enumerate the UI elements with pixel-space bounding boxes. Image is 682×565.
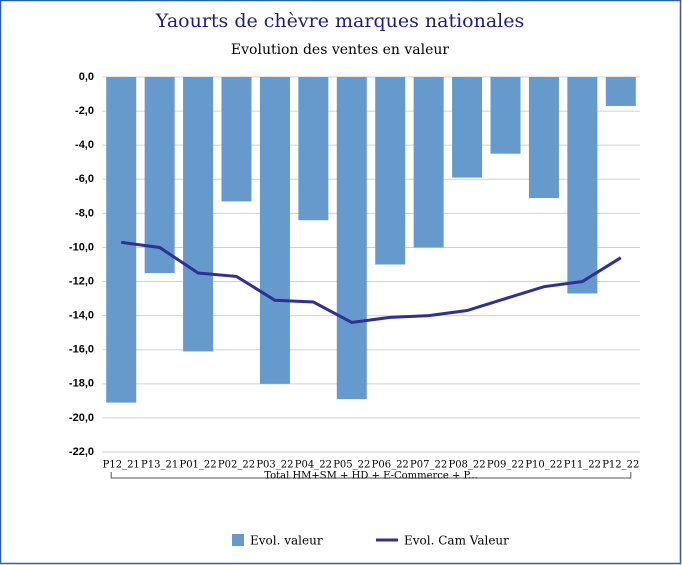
chart-subtitle: Evolution des ventes en valeur: [231, 42, 449, 58]
x-tick-label: P10_22: [525, 460, 562, 471]
x-tick-label: P04_22: [295, 460, 332, 471]
x-tick-label: P01_22: [179, 460, 216, 471]
y-tick-label: -10,0: [69, 241, 94, 253]
bar: [221, 77, 252, 202]
x-tick-label: P08_22: [448, 460, 485, 471]
bar: [375, 77, 406, 265]
legend-label: Evol. Cam Valeur: [404, 534, 509, 548]
y-tick-label: -12,0: [69, 275, 94, 287]
bar: [528, 77, 559, 199]
x-tick-label: P11_22: [564, 460, 601, 471]
x-tick-label: P09_22: [487, 460, 524, 471]
bar: [259, 77, 290, 384]
x-tick-label: P06_22: [372, 460, 409, 471]
y-tick-label: -20,0: [69, 412, 94, 424]
x-tick-label: P05_22: [333, 460, 370, 471]
y-tick-label: 0,0: [79, 71, 94, 83]
y-tick-label: -16,0: [69, 344, 94, 356]
bar: [413, 77, 444, 248]
x-tick-label: P13_21: [141, 460, 178, 471]
y-tick-label: -6,0: [75, 173, 94, 185]
x-tick-label: P12_21: [103, 460, 140, 471]
bar: [106, 77, 137, 403]
bar: [183, 77, 214, 352]
y-tick-label: -4,0: [75, 139, 94, 151]
bar: [336, 77, 367, 400]
bar: [298, 77, 329, 221]
legend-label: Evol. valeur: [250, 534, 323, 548]
bar: [567, 77, 598, 294]
bar: [144, 77, 175, 274]
line: [121, 240, 622, 325]
y-tick-label: -14,0: [69, 310, 94, 322]
group-label: Total HM+SM + HD + E-Commerce + P...: [264, 471, 478, 482]
bar: [605, 77, 636, 106]
legend-swatch: [232, 534, 244, 546]
chart-title: Yaourts de chèvre marques nationales: [155, 10, 524, 32]
y-tick-label: -2,0: [75, 105, 94, 117]
y-tick-label: -22,0: [69, 446, 94, 458]
bar: [490, 77, 521, 154]
x-tick-label: P02_22: [218, 460, 255, 471]
group-bracket: [110, 472, 632, 479]
y-tick-label: -18,0: [69, 378, 94, 390]
x-tick-label: P07_22: [410, 460, 447, 471]
y-tick-label: -8,0: [75, 207, 94, 219]
x-tick-label: P03_22: [256, 460, 293, 471]
bar: [452, 77, 483, 178]
x-tick-label: P12_22: [602, 460, 639, 471]
